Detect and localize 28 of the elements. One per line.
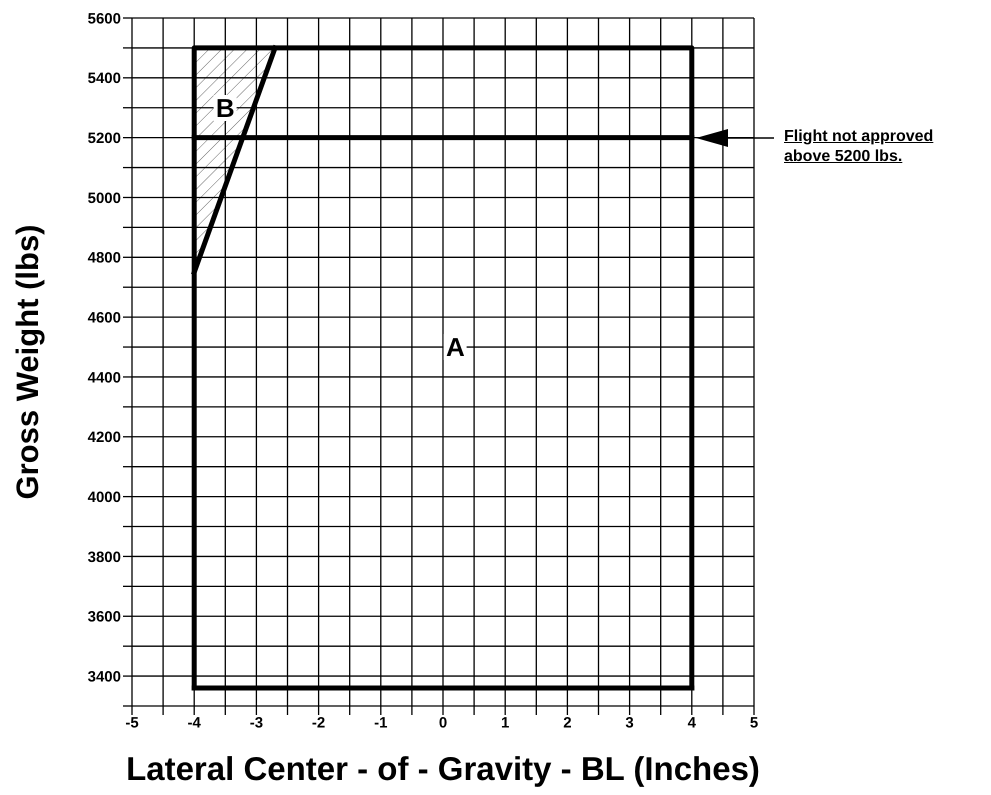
y-tick-label: 4000 [88, 488, 121, 506]
x-tick-label: -3 [250, 714, 264, 732]
x-tick-label: 5 [750, 714, 758, 732]
y-tick-label: 4800 [88, 250, 121, 267]
x-tick-label: -5 [125, 714, 139, 732]
annotation: A [444, 332, 467, 362]
y-tick-label: 3600 [88, 608, 121, 626]
annotation: B [214, 92, 237, 123]
y-axis-title: Gross Weight (lbs) [10, 224, 45, 500]
x-tick-label: 4 [688, 714, 697, 732]
x-tick-label: 2 [563, 714, 572, 732]
y-tick-label: 5000 [88, 190, 121, 207]
x-tick-label: -1 [374, 714, 388, 732]
y-tick-label: 5600 [88, 10, 121, 28]
x-tick-label: -2 [312, 714, 326, 732]
text: Flight not approved above 5200 lbs. [784, 126, 934, 167]
x-tick-label: 1 [501, 714, 510, 732]
y-tick-label: 3800 [88, 548, 121, 566]
x-axis-title: Lateral Center - of - Gravity - BL (Inches) [126, 750, 760, 787]
y-tick-label: 3400 [88, 668, 121, 686]
x-tick-label: 0 [438, 714, 448, 732]
y-tick-label: 5200 [88, 130, 121, 147]
y-tick-label: 5400 [88, 70, 121, 88]
y-tick-label: 4400 [88, 369, 121, 386]
y-tick-label: 4200 [88, 429, 121, 446]
y-tick-label: 4600 [88, 309, 121, 326]
x-tick-label: -4 [188, 714, 202, 732]
x-tick-label: 3 [625, 714, 634, 732]
